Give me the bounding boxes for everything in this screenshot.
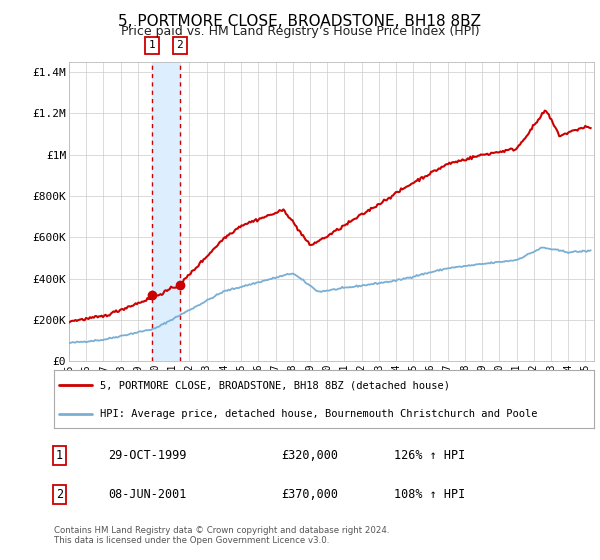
Text: Price paid vs. HM Land Registry’s House Price Index (HPI): Price paid vs. HM Land Registry’s House … bbox=[121, 25, 479, 38]
Text: 5, PORTMORE CLOSE, BROADSTONE, BH18 8BZ: 5, PORTMORE CLOSE, BROADSTONE, BH18 8BZ bbox=[119, 14, 482, 29]
Text: 1: 1 bbox=[149, 40, 155, 50]
Text: £320,000: £320,000 bbox=[281, 449, 338, 462]
Text: 08-JUN-2001: 08-JUN-2001 bbox=[108, 488, 187, 501]
Text: 5, PORTMORE CLOSE, BROADSTONE, BH18 8BZ (detached house): 5, PORTMORE CLOSE, BROADSTONE, BH18 8BZ … bbox=[100, 380, 450, 390]
Text: This data is licensed under the Open Government Licence v3.0.: This data is licensed under the Open Gov… bbox=[54, 536, 329, 545]
Text: Contains HM Land Registry data © Crown copyright and database right 2024.: Contains HM Land Registry data © Crown c… bbox=[54, 526, 389, 535]
Text: 2: 2 bbox=[56, 488, 63, 501]
Text: 1: 1 bbox=[56, 449, 63, 462]
Text: HPI: Average price, detached house, Bournemouth Christchurch and Poole: HPI: Average price, detached house, Bour… bbox=[100, 409, 538, 419]
Text: 29-OCT-1999: 29-OCT-1999 bbox=[108, 449, 187, 462]
Text: 108% ↑ HPI: 108% ↑ HPI bbox=[394, 488, 466, 501]
Text: 126% ↑ HPI: 126% ↑ HPI bbox=[394, 449, 466, 462]
Text: 2: 2 bbox=[176, 40, 183, 50]
Bar bbox=[152, 62, 180, 361]
Text: £370,000: £370,000 bbox=[281, 488, 338, 501]
